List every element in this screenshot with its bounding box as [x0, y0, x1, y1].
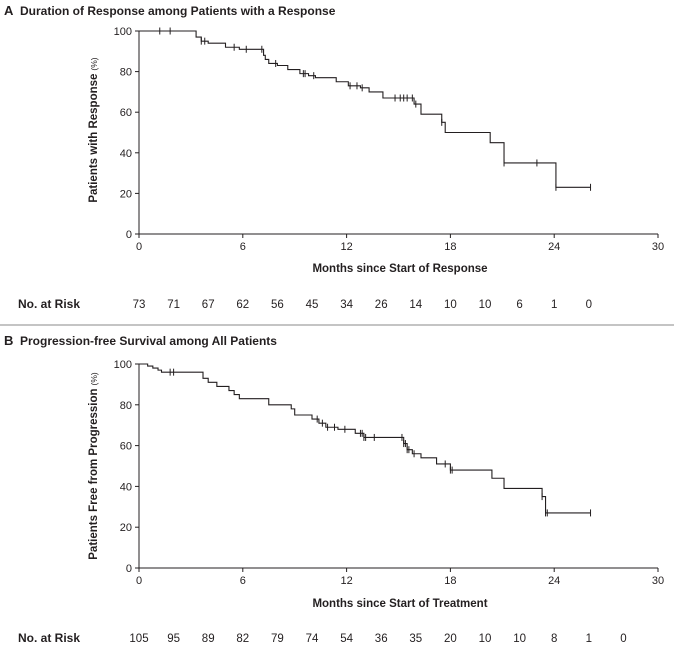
panel-b-risk-row: 105 95 89 82 79 74 54 36 35 20 10 10 8 1 0 [129, 633, 626, 645]
y-tick-label: 60 [120, 441, 132, 453]
y-tick-label: 100 [114, 359, 132, 371]
risk-value: 0 [620, 633, 626, 645]
panel-a-x-axis-title: Months since Start of Response [312, 263, 487, 275]
panel-b-letter: B [4, 333, 13, 348]
risk-value: 10 [444, 299, 457, 311]
panel-b-y-axis-unit: (%) [89, 372, 99, 385]
panel-a-y-axis-unit: (%) [89, 57, 99, 70]
risk-value: 89 [202, 633, 215, 645]
x-tick-label: 12 [340, 241, 352, 253]
risk-value: 20 [444, 633, 457, 645]
risk-value: 71 [167, 299, 180, 311]
risk-value: 8 [551, 633, 557, 645]
panel-b-risk-label: No. at Risk [18, 631, 80, 645]
x-tick-label: 6 [240, 241, 246, 253]
risk-value: 10 [479, 299, 492, 311]
risk-value: 1 [551, 299, 557, 311]
x-tick-label: 18 [444, 575, 456, 587]
x-tick-label: 0 [136, 575, 142, 587]
x-tick-label: 24 [548, 575, 560, 587]
y-tick-label: 40 [120, 148, 132, 160]
risk-value: 56 [271, 299, 284, 311]
risk-value: 14 [409, 299, 422, 311]
panel-b-y-axis-title: Patients Free from Progression (%) [88, 372, 100, 560]
panel-a-y-axis-title: Patients with Response (%) [88, 57, 100, 202]
panel-a-risk-label: No. at Risk [18, 297, 80, 311]
y-tick-label: 20 [120, 522, 132, 534]
panel-b-x-axis-title: Months since Start of Treatment [312, 598, 487, 610]
y-tick-label: 80 [120, 400, 132, 412]
y-tick-label: 20 [120, 188, 132, 200]
x-tick-label: 12 [340, 575, 352, 587]
survival-curve [139, 30, 591, 188]
risk-value: 74 [306, 633, 319, 645]
x-tick-label: 18 [444, 241, 456, 253]
risk-value: 34 [340, 299, 353, 311]
risk-value: 62 [236, 299, 249, 311]
risk-value: 36 [375, 633, 388, 645]
y-tick-label: 40 [120, 481, 132, 493]
survival-curve [139, 363, 591, 514]
y-tick-label: 60 [120, 107, 132, 119]
risk-value: 26 [375, 299, 388, 311]
x-tick-label: 30 [652, 575, 664, 587]
risk-value: 73 [133, 299, 146, 311]
risk-value: 67 [202, 299, 215, 311]
y-tick-label: 80 [120, 67, 132, 79]
panel-a-y-axis-title-text: Patients with Response [88, 74, 100, 203]
risk-value: 79 [271, 633, 284, 645]
risk-value: 10 [479, 633, 492, 645]
risk-value: 10 [513, 633, 526, 645]
y-tick-label: 0 [126, 229, 132, 241]
risk-value: 95 [167, 633, 180, 645]
risk-value: 35 [409, 633, 422, 645]
panel-b-y-axis-title-text: Patients Free from Progression [88, 388, 100, 559]
risk-value: 105 [129, 633, 148, 645]
x-tick-label: 30 [652, 241, 664, 253]
risk-value: 45 [306, 299, 319, 311]
x-tick-label: 0 [136, 241, 142, 253]
y-tick-label: 0 [126, 563, 132, 575]
panel-b-plot: 0 20 40 60 80 100 0 6 12 18 24 30 [114, 359, 664, 587]
panel-a-title: Duration of Response among Patients with… [20, 4, 336, 18]
risk-value: 6 [516, 299, 522, 311]
panel-a-letter: A [4, 3, 14, 18]
panel-b-title: Progression-free Survival among All Pati… [20, 334, 277, 348]
x-tick-label: 6 [240, 575, 246, 587]
x-tick-label: 24 [548, 241, 560, 253]
panel-a-plot: 0 20 40 60 80 100 0 6 12 18 24 30 [114, 26, 664, 253]
risk-value: 54 [340, 633, 353, 645]
panel-a-risk-row: 73 71 67 62 56 45 34 26 14 10 10 6 1 0 [133, 299, 592, 311]
risk-value: 0 [586, 299, 592, 311]
y-tick-label: 100 [114, 26, 132, 38]
risk-value: 1 [586, 633, 592, 645]
risk-value: 82 [236, 633, 249, 645]
